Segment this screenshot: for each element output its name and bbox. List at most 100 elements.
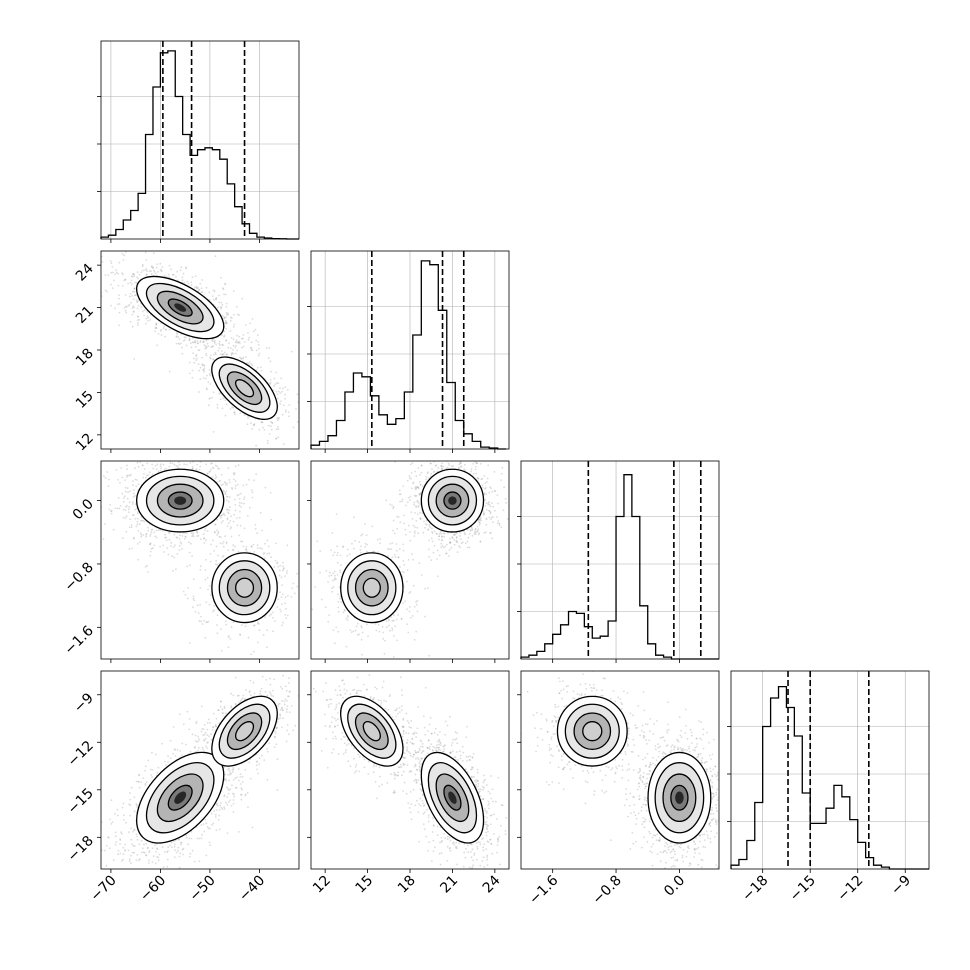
sample-point <box>281 569 284 572</box>
sample-point <box>214 464 217 467</box>
sample-point <box>132 484 134 487</box>
sample-point <box>234 480 237 482</box>
sample-point <box>222 540 225 543</box>
sample-point <box>133 537 135 540</box>
sample-point <box>174 544 176 547</box>
sample-point <box>196 357 198 360</box>
sample-point <box>224 456 226 458</box>
sample-point <box>124 517 127 519</box>
sample-point <box>220 516 222 519</box>
sample-point <box>229 330 232 333</box>
sample-point <box>280 596 283 598</box>
sample-point <box>190 284 193 286</box>
sample-point <box>91 279 93 281</box>
sample-point <box>142 476 145 479</box>
sample-point <box>188 337 191 340</box>
sample-point <box>286 570 288 572</box>
sample-point <box>234 439 236 441</box>
sample-point <box>392 506 395 508</box>
sample-point <box>280 610 282 613</box>
sample-point <box>511 477 513 479</box>
sample-point <box>232 478 235 481</box>
sample-point <box>154 535 157 538</box>
sample-point <box>141 464 144 466</box>
sample-point <box>435 532 438 535</box>
sample-point <box>269 492 272 494</box>
sample-point <box>175 275 177 278</box>
sample-point <box>264 616 267 619</box>
sample-point <box>232 621 235 624</box>
sample-point <box>361 653 363 656</box>
sample-point <box>224 399 227 401</box>
sample-point <box>141 265 144 268</box>
sample-point <box>242 484 245 487</box>
sample-point <box>479 541 482 543</box>
sample-point <box>273 377 276 380</box>
sample-point <box>112 271 114 274</box>
sample-point <box>123 279 125 282</box>
sample-point <box>143 473 145 475</box>
sample-point <box>212 431 215 433</box>
sample-point <box>204 345 207 348</box>
sample-point <box>220 514 223 517</box>
sample-point <box>161 266 164 268</box>
sample-point <box>211 476 214 478</box>
sample-point <box>225 321 228 324</box>
sample-point <box>227 636 230 639</box>
sample-point <box>103 523 106 525</box>
sample-point <box>422 455 424 457</box>
sample-point <box>455 539 458 542</box>
sample-point <box>212 467 215 470</box>
sample-point <box>216 518 218 521</box>
sample-point <box>395 618 398 621</box>
sample-point <box>420 464 423 467</box>
sample-point <box>197 612 200 614</box>
sample-point <box>346 614 349 617</box>
sample-point <box>131 236 133 238</box>
sample-point <box>419 503 421 505</box>
sample-point <box>176 333 179 335</box>
sample-point <box>294 592 296 595</box>
sample-point <box>275 437 278 440</box>
sample-point <box>234 545 237 548</box>
sample-point <box>210 468 212 471</box>
sample-point <box>216 614 219 617</box>
sample-point <box>459 535 462 537</box>
sample-point <box>471 535 474 537</box>
sample-point <box>202 377 205 379</box>
sample-point <box>204 636 207 639</box>
sample-point <box>423 520 425 523</box>
sample-point <box>402 549 405 552</box>
sample-point <box>131 275 134 278</box>
sample-point <box>445 552 448 555</box>
sample-point <box>132 496 135 498</box>
sample-point <box>425 519 428 522</box>
sample-point <box>233 498 236 501</box>
sample-point <box>190 342 192 345</box>
sample-point <box>218 294 220 297</box>
sample-point <box>428 450 430 452</box>
sample-point <box>472 472 475 475</box>
sample-point <box>220 306 223 309</box>
sample-point <box>215 456 217 458</box>
sample-point <box>199 461 202 463</box>
sample-point <box>220 515 223 517</box>
sample-point <box>125 251 127 253</box>
sample-point <box>220 276 222 279</box>
sample-point <box>133 288 135 290</box>
density-contour <box>174 303 187 312</box>
sample-point <box>245 356 247 358</box>
sample-point <box>267 545 270 548</box>
sample-point <box>222 489 225 492</box>
sample-point <box>478 523 481 526</box>
sample-point <box>418 492 421 495</box>
sample-point <box>483 513 486 516</box>
sample-point <box>226 511 229 514</box>
sample-point <box>319 550 322 552</box>
sample-point <box>150 266 153 268</box>
sample-point <box>226 482 229 485</box>
sample-point <box>110 510 112 513</box>
sample-point <box>200 538 202 540</box>
sample-point <box>374 623 377 625</box>
sample-point <box>400 618 403 620</box>
